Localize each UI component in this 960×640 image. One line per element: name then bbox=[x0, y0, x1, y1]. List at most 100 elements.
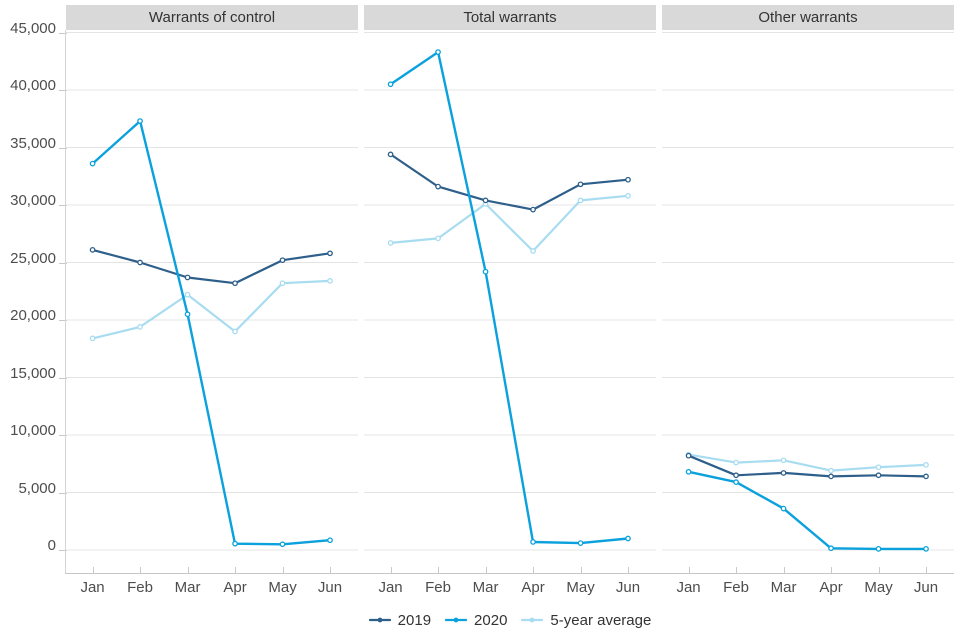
data-point-5-year-average bbox=[875, 464, 882, 471]
x-axis-tick bbox=[533, 567, 535, 573]
data-point-5-year-average bbox=[780, 457, 787, 464]
legend-item-2019: 2019 bbox=[368, 611, 432, 629]
data-point-2019 bbox=[387, 151, 394, 158]
facet-plot bbox=[364, 32, 656, 551]
data-point-2020 bbox=[387, 81, 394, 88]
y-axis-label: 25,000 bbox=[10, 249, 56, 267]
data-point-2019 bbox=[184, 274, 191, 281]
y-axis-label: 20,000 bbox=[10, 307, 56, 324]
facet-title: Other warrants bbox=[758, 9, 858, 26]
x-axis-tick bbox=[187, 567, 189, 573]
legend-item-2020: 2020 bbox=[445, 612, 507, 629]
y-axis-tick bbox=[59, 377, 67, 379]
x-axis-label: Jun bbox=[317, 579, 343, 596]
data-point-5-year-average bbox=[184, 291, 191, 298]
x-axis-tick bbox=[140, 567, 142, 573]
data-point-5-year-average bbox=[530, 248, 536, 254]
x-axis-label: Jun bbox=[615, 579, 641, 596]
x-axis-label: Apr bbox=[819, 579, 843, 596]
data-point-5-year-average bbox=[923, 462, 929, 468]
y-axis-tick bbox=[59, 32, 67, 34]
y-axis-tick bbox=[59, 492, 67, 494]
data-point-2020 bbox=[279, 541, 286, 548]
x-axis-tick bbox=[235, 567, 237, 573]
data-point-2020 bbox=[685, 468, 692, 475]
data-point-5-year-average bbox=[279, 280, 286, 287]
x-axis-label: Jun bbox=[913, 579, 939, 596]
data-point-2019 bbox=[232, 280, 238, 287]
data-point-2020 bbox=[327, 537, 333, 544]
y-axis-label: 35,000 bbox=[10, 134, 56, 152]
y-axis-tick bbox=[59, 90, 67, 91]
facet-strip: Total warrants bbox=[364, 5, 656, 30]
legend-label: 2020 bbox=[474, 611, 508, 629]
data-point-2020 bbox=[733, 479, 739, 485]
x-axis-tick bbox=[580, 567, 582, 573]
legend-label: 5-year average bbox=[550, 611, 652, 629]
data-point-2020 bbox=[232, 540, 238, 547]
y-axis-tick bbox=[59, 205, 67, 206]
series-line-2020 bbox=[687, 470, 928, 551]
x-axis-tick bbox=[390, 567, 392, 573]
data-point-5-year-average bbox=[232, 328, 238, 335]
y-axis-label: 30,000 bbox=[10, 192, 56, 209]
data-point-5-year-average bbox=[828, 467, 834, 474]
data-point-2020 bbox=[780, 505, 787, 512]
data-point-2020 bbox=[828, 545, 834, 552]
x-axis-tick bbox=[438, 567, 440, 573]
y-axis-label: 5,000 bbox=[18, 479, 56, 497]
data-point-2019 bbox=[625, 176, 631, 183]
legend-point bbox=[530, 617, 535, 623]
x-axis-label: Apr bbox=[223, 579, 247, 596]
series-line-2020 bbox=[389, 50, 630, 545]
series-line-5-year-average bbox=[687, 453, 928, 472]
legend-swatch bbox=[521, 617, 544, 623]
y-axis-label: 15,000 bbox=[10, 364, 56, 382]
series-line-2020 bbox=[91, 119, 332, 546]
data-point-2019 bbox=[577, 181, 584, 188]
data-point-2019 bbox=[923, 473, 929, 480]
x-axis-tick bbox=[92, 567, 94, 573]
data-point-5-year-average bbox=[327, 278, 333, 284]
data-point-2019 bbox=[733, 472, 739, 479]
y-axis-tick bbox=[59, 320, 67, 321]
x-axis-tick bbox=[628, 567, 630, 573]
legend-item-5-year-average: 5-year average bbox=[521, 612, 651, 629]
x-axis-tick bbox=[831, 567, 833, 573]
data-point-2020 bbox=[482, 268, 489, 275]
legend-point bbox=[377, 617, 383, 623]
legend-point bbox=[453, 617, 459, 623]
legend: 2019 2020 5-year average bbox=[66, 607, 954, 633]
x-axis-tick bbox=[330, 567, 332, 573]
data-point-2020 bbox=[625, 535, 631, 542]
x-axis-label: Feb bbox=[127, 579, 153, 596]
data-point-5-year-average bbox=[89, 335, 96, 342]
x-axis-tick bbox=[485, 567, 487, 573]
data-point-2019 bbox=[279, 257, 286, 264]
facet-plot bbox=[66, 32, 358, 551]
x-axis-label: Mar bbox=[770, 579, 797, 596]
x-axis-label: Jan bbox=[676, 579, 701, 596]
x-axis-label: Apr bbox=[521, 579, 545, 596]
data-point-2019 bbox=[435, 183, 441, 190]
y-axis-tick bbox=[59, 147, 67, 149]
x-axis-label: Feb bbox=[425, 579, 451, 596]
facet-title: Warrants of control bbox=[148, 9, 276, 26]
data-point-2019 bbox=[685, 452, 692, 459]
y-axis-tick bbox=[59, 550, 67, 551]
series-line-5-year-average bbox=[91, 279, 332, 340]
data-point-2020 bbox=[184, 311, 191, 318]
x-axis-label: Feb bbox=[723, 579, 749, 596]
series-line-5-year-average bbox=[389, 194, 630, 253]
data-point-5-year-average bbox=[733, 459, 739, 466]
x-axis-label: May bbox=[566, 579, 595, 596]
data-point-2019 bbox=[875, 472, 882, 479]
data-point-2019 bbox=[780, 470, 787, 476]
data-point-5-year-average bbox=[625, 192, 631, 199]
data-point-2019 bbox=[137, 259, 143, 266]
data-point-2020 bbox=[530, 539, 536, 545]
legend-swatch bbox=[445, 617, 468, 623]
data-point-5-year-average bbox=[435, 235, 441, 242]
legend-label: 2019 bbox=[397, 611, 432, 629]
series-line-2019 bbox=[91, 248, 332, 285]
